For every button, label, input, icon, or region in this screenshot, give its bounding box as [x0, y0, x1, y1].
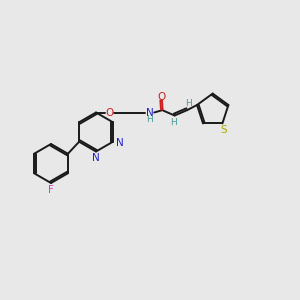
- Text: F: F: [48, 184, 54, 195]
- Text: O: O: [158, 92, 166, 102]
- Text: H: H: [170, 118, 177, 127]
- Text: N: N: [92, 153, 99, 163]
- Text: S: S: [220, 125, 227, 135]
- Text: O: O: [105, 107, 114, 118]
- Text: N: N: [146, 107, 154, 118]
- Text: H: H: [146, 116, 153, 124]
- Text: H: H: [185, 99, 191, 108]
- Text: N: N: [116, 138, 123, 148]
